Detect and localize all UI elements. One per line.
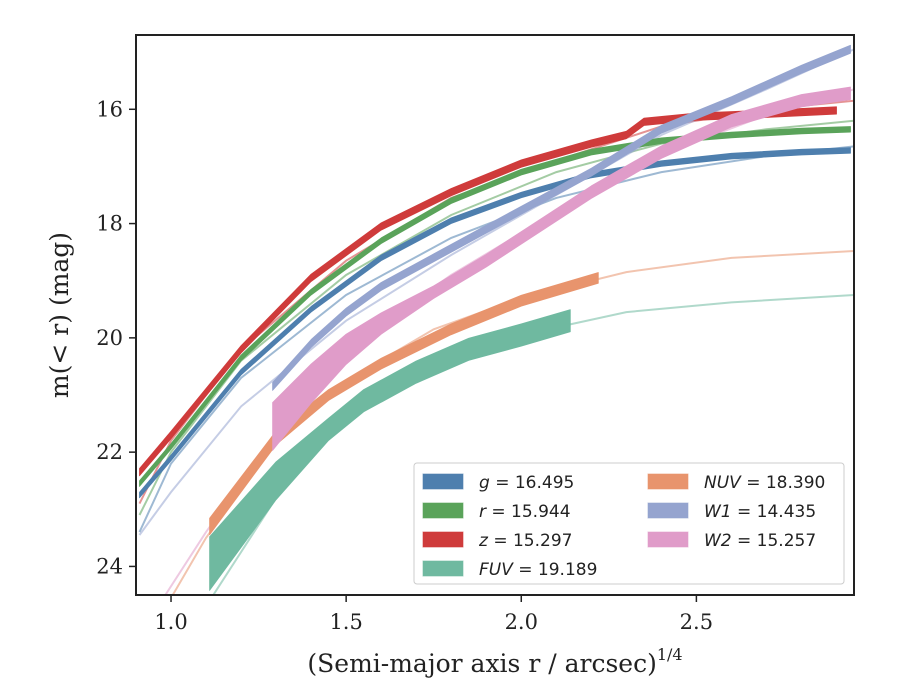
data-curve-FUV [209, 309, 571, 591]
x-tick-label: 1.5 [329, 610, 362, 634]
x-tick-label: 1.0 [154, 610, 187, 634]
data-curve-z [139, 106, 837, 477]
y-axis-label: m(< r) (mag) [45, 232, 74, 398]
legend-swatch-g [422, 473, 464, 490]
legend-box [413, 462, 845, 585]
legend-label-NUV: NUV = 18.390 [704, 473, 825, 493]
y-axis: 16 18 20 22 24 [96, 97, 136, 578]
legend-label-z: z = 15.297 [478, 531, 572, 551]
legend-label-FUV: FUV = 19.189 [479, 560, 597, 580]
legend-label-W2: W2 = 15.257 [704, 531, 816, 551]
x-tick-label: 2.0 [505, 610, 538, 634]
x-tick-label: 2.5 [680, 610, 713, 634]
y-tick-label: 16 [96, 97, 123, 121]
legend-label-r: r = 15.944 [479, 502, 571, 522]
model-curve-g [138, 145, 854, 533]
y-tick-label: 24 [96, 554, 123, 578]
y-tick-label: 20 [96, 326, 123, 350]
x-axis: 1.0 1.5 2.0 2.5 [154, 595, 713, 634]
data-curve-g [139, 147, 851, 499]
legend: g = 16.495 r = 15.944 z = 15.297 FUV = 19.1… [413, 462, 845, 585]
data-curves [139, 44, 851, 591]
legend-swatch-FUV [422, 560, 464, 577]
legend-swatch-NUV [647, 473, 689, 490]
legend-swatch-W1 [647, 502, 689, 519]
legend-swatch-W2 [647, 531, 689, 548]
legend-label-g: g = 16.495 [479, 473, 574, 493]
legend-label-W1: W1 = 14.435 [704, 502, 816, 522]
legend-swatch-z [422, 531, 464, 548]
legend-swatch-r [422, 502, 464, 519]
plot-frame [135, 34, 855, 596]
y-tick-label: 22 [96, 440, 123, 464]
data-curve-NUV [209, 272, 599, 536]
data-curve-r [139, 126, 851, 487]
x-axis-label: (Semi-major axis r / arcsec)1/4 [307, 645, 682, 678]
y-tick-label: 18 [96, 212, 123, 236]
data-curve-W2 [272, 86, 851, 451]
data-curve-W1 [272, 44, 851, 391]
